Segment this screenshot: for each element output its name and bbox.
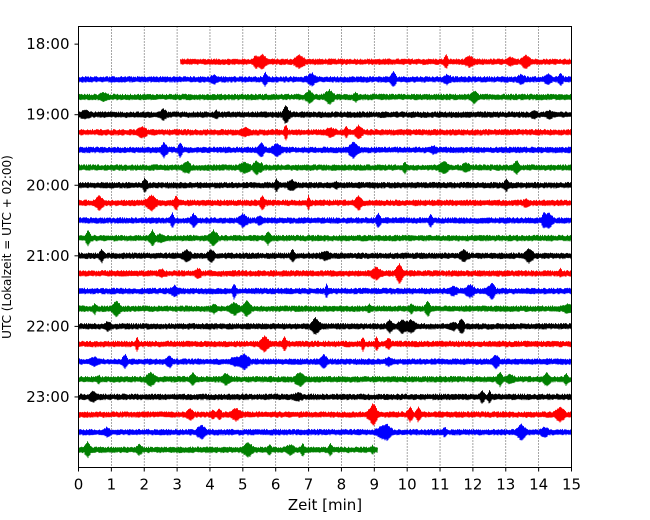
trace-group	[78, 53, 572, 459]
x-axis: 0 1 2 3 4 5 6 7 8 9 10 11 12 13 14 15	[74, 467, 581, 494]
seismic-trace	[78, 371, 572, 388]
x-tick-label: 2	[139, 476, 149, 494]
x-tick-label: 10	[398, 476, 417, 494]
seismic-trace	[78, 353, 572, 371]
x-tick-label: 14	[529, 476, 548, 494]
seismic-trace	[78, 263, 572, 284]
seismic-trace	[78, 124, 572, 141]
seismic-trace	[78, 403, 572, 426]
seismic-trace	[78, 160, 572, 176]
y-tick-label: 23:00	[26, 388, 69, 406]
seismic-trace	[78, 423, 572, 442]
seismic-trace	[78, 317, 572, 335]
y-tick-label: 21:00	[26, 247, 69, 265]
seismic-trace	[78, 141, 572, 159]
y-axis-label: UTC (Lokalzeit = UTC + 02:00)	[0, 155, 14, 339]
seismic-trace	[78, 71, 572, 87]
x-tick-label: 15	[562, 476, 581, 494]
seismic-trace	[78, 335, 572, 353]
x-tick-label: 5	[238, 476, 248, 494]
x-tick-label: 8	[337, 476, 347, 494]
x-tick-label: 3	[172, 476, 182, 494]
plot-frame	[78, 26, 572, 468]
seismic-trace	[78, 212, 572, 229]
seismic-trace	[78, 390, 572, 404]
x-tick-label: 13	[496, 476, 515, 494]
x-tick-label: 6	[271, 476, 281, 494]
x-tick-label: 1	[107, 476, 117, 494]
seismic-trace	[179, 53, 572, 70]
seismic-trace	[78, 177, 572, 193]
seismic-trace	[78, 441, 378, 459]
y-tick-label: 19:00	[26, 106, 69, 124]
x-tick-label: 9	[370, 476, 380, 494]
seismic-trace	[78, 194, 572, 212]
y-tick-label: 22:00	[26, 317, 69, 335]
seismic-trace	[78, 300, 572, 318]
seismic-trace	[78, 282, 572, 300]
y-tick-label: 18:00	[26, 35, 69, 53]
seismic-trace	[78, 229, 572, 247]
seismic-trace	[78, 88, 572, 105]
x-tick-label: 4	[205, 476, 215, 494]
seismic-trace	[78, 105, 572, 124]
y-axis: 18:00 19:00 20:00 21:00 22:00 23:00	[26, 35, 79, 406]
x-tick-label: 11	[430, 476, 449, 494]
x-axis-label: Zeit [min]	[288, 496, 362, 514]
x-tick-label: 0	[74, 476, 84, 494]
x-tick-label: 12	[463, 476, 482, 494]
seismic-trace	[78, 248, 572, 264]
x-tick-label: 7	[304, 476, 314, 494]
y-tick-label: 20:00	[26, 176, 69, 194]
